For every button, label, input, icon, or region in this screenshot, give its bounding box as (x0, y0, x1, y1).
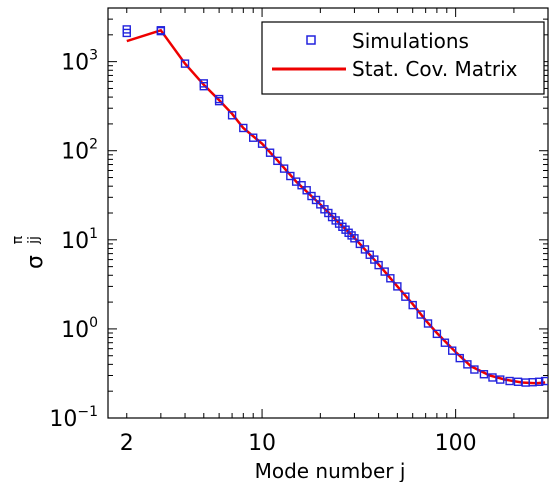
y-tick-label: 101 (61, 226, 98, 254)
legend-box (261, 21, 545, 95)
simulation-point (470, 365, 479, 374)
simulation-point (440, 338, 450, 347)
x-tick-label: 2 (120, 431, 134, 456)
x-tick-label: 100 (435, 431, 477, 456)
simulation-point (156, 26, 166, 36)
x-axis-label: Mode number j (255, 459, 406, 482)
simulation-point (374, 260, 383, 270)
axis-ticks (108, 7, 549, 419)
x-tick-label: 10 (248, 431, 276, 456)
x-tick-labels: 2 10 100 (120, 431, 477, 456)
y-tick-labels: 10−1 100 101 102 103 (49, 48, 98, 432)
y-axis-label-main: σ (23, 255, 48, 269)
simulation-point (540, 376, 548, 386)
y-axis-label-subscript: jj (26, 236, 42, 245)
simulation-point (302, 186, 311, 195)
simulation-point (279, 164, 289, 173)
simulation-point (249, 133, 258, 142)
simulation-point (416, 310, 425, 319)
y-axis-label: σ π jj (10, 235, 48, 269)
simulation-point (286, 171, 295, 181)
simulation-point (273, 156, 282, 166)
simulation-point (297, 181, 306, 190)
legend: Simulations Stat. Cov. Matrix (261, 21, 545, 95)
y-tick-label: 10−1 (49, 404, 98, 432)
y-tick-label: 103 (61, 48, 98, 76)
simulation-point (227, 111, 237, 120)
simulation-point (360, 245, 370, 254)
simulation-point (257, 139, 267, 148)
simulation-point (448, 346, 457, 355)
simulation-point (355, 239, 365, 249)
simulation-point (393, 282, 402, 291)
simulation-point (408, 300, 417, 310)
simulation-point (370, 255, 379, 264)
simulation-point (401, 292, 410, 301)
simulation-point (534, 377, 544, 386)
simulation-point (265, 148, 275, 157)
simulation-point (350, 234, 359, 243)
simulation-point (496, 375, 505, 384)
y-tick-label: 102 (61, 137, 98, 165)
legend-label-simulations: Simulations (352, 29, 469, 53)
simulation-point (180, 59, 190, 68)
simulations-series (122, 25, 548, 387)
simulation-point (463, 360, 472, 369)
simulation-point (199, 82, 208, 91)
simulation-point (455, 353, 464, 363)
simulation-point (214, 96, 224, 106)
simulation-point (380, 267, 389, 276)
simulation-point (386, 274, 395, 283)
simulation-point (239, 123, 248, 133)
simulation-point (505, 376, 514, 386)
simulation-point (122, 28, 131, 38)
legend-label-cov-matrix: Stat. Cov. Matrix (352, 57, 518, 81)
y-axis-label-superscript: π (10, 235, 26, 244)
simulation-point (311, 195, 321, 205)
y-tick-label: 100 (61, 315, 98, 343)
simulation-point (488, 373, 497, 382)
simulation-point (432, 329, 442, 339)
simulation-point (365, 250, 374, 259)
simulation-point (423, 319, 433, 328)
simulation-point (479, 370, 489, 379)
legend-square-marker-icon (306, 35, 316, 45)
